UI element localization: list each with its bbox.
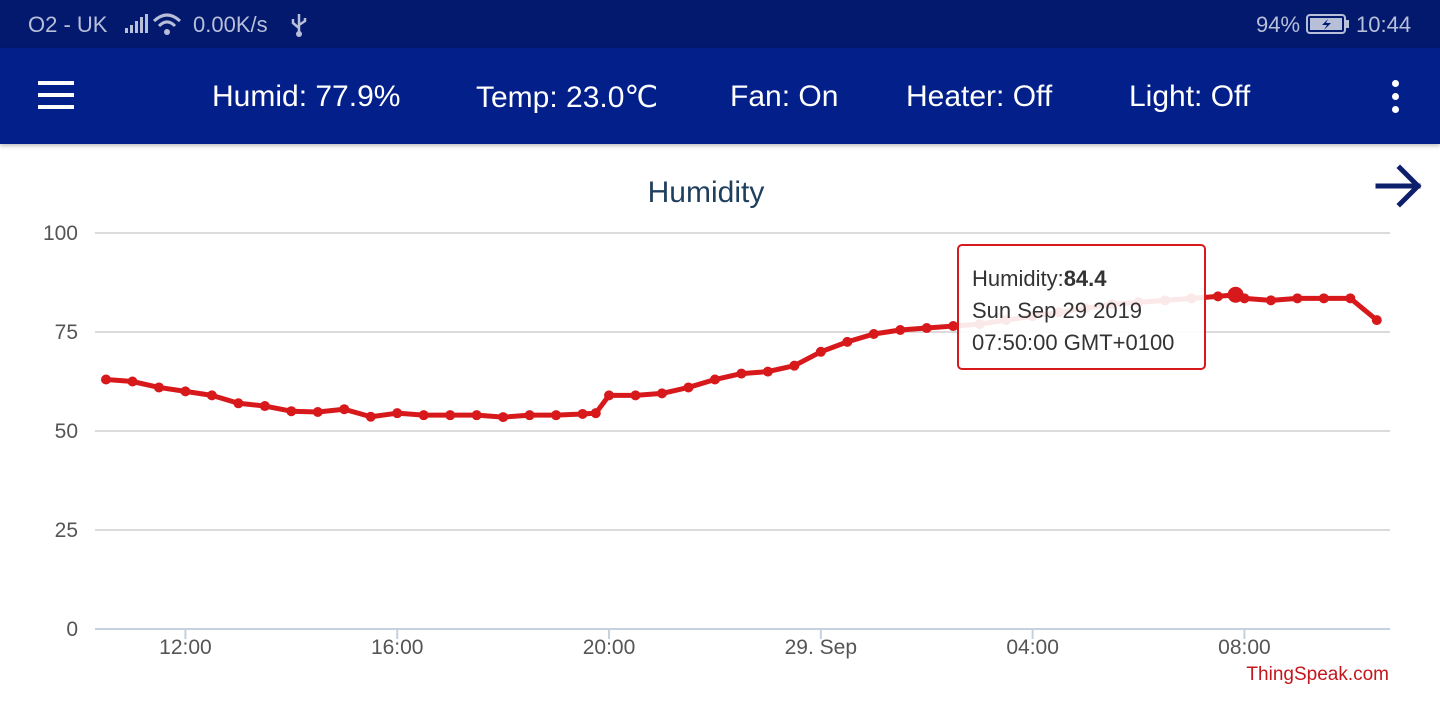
data-point bbox=[762, 366, 773, 377]
network-speed: 0.00K/s bbox=[193, 12, 268, 37]
data-point bbox=[1239, 293, 1250, 304]
y-tick-label: 75 bbox=[55, 321, 78, 344]
light-status: Light: Off bbox=[1129, 80, 1251, 113]
data-point bbox=[418, 410, 429, 421]
data-point bbox=[1265, 295, 1276, 306]
data-point bbox=[1371, 315, 1382, 326]
battery-percent: 94% bbox=[1256, 12, 1301, 37]
data-point bbox=[286, 406, 297, 417]
usb-icon bbox=[291, 14, 307, 37]
data-point bbox=[604, 390, 615, 401]
data-point bbox=[551, 410, 562, 421]
data-point bbox=[233, 398, 244, 409]
data-point bbox=[471, 410, 482, 421]
data-point bbox=[206, 390, 217, 401]
clock: 10:44 bbox=[1356, 12, 1412, 37]
temperature-status: Temp: 23.0℃ bbox=[476, 81, 659, 114]
tooltip-box bbox=[957, 244, 1206, 370]
data-point bbox=[524, 410, 535, 421]
data-point bbox=[948, 321, 959, 332]
data-point bbox=[153, 382, 164, 393]
data-point bbox=[101, 374, 111, 385]
humidity-status: Humid: 77.9% bbox=[212, 80, 401, 113]
tooltip-series: Humidity:84.4 bbox=[972, 266, 1107, 291]
data-point bbox=[392, 408, 403, 419]
data-point bbox=[180, 386, 191, 397]
x-tick-label: 12:00 bbox=[159, 636, 212, 659]
data-point bbox=[1318, 293, 1329, 304]
data-point bbox=[498, 412, 509, 423]
data-point bbox=[895, 325, 906, 336]
data-point bbox=[736, 368, 747, 379]
carrier-label: O2 - UK bbox=[28, 12, 108, 37]
x-tick-label: 29. Sep bbox=[785, 636, 857, 659]
signal-icon bbox=[125, 14, 148, 33]
credit-link[interactable]: ThingSpeak.com bbox=[1246, 664, 1389, 685]
humidity-chart: Humidity 0 25 50 75 100 12:00 16:00 20:00 29. S… bbox=[43, 176, 1390, 685]
data-point bbox=[709, 374, 720, 385]
data-point bbox=[259, 401, 270, 412]
heater-status: Heater: Off bbox=[906, 80, 1053, 113]
battery-icon bbox=[1306, 14, 1349, 34]
tooltip-date: Sun Sep 29 2019 bbox=[972, 298, 1142, 323]
data-point bbox=[312, 406, 323, 417]
fan-status: Fan: On bbox=[730, 80, 839, 113]
status-bar: O2 - UK 0.00K/s 94% 10:44 bbox=[0, 0, 1440, 48]
x-tick-label: 20:00 bbox=[583, 636, 636, 659]
arrow-right-icon[interactable] bbox=[1374, 160, 1426, 212]
data-point bbox=[842, 336, 853, 347]
data-point bbox=[445, 410, 456, 421]
data-point bbox=[683, 382, 694, 393]
data-point bbox=[1292, 293, 1303, 304]
data-point bbox=[921, 323, 932, 334]
y-tick-label: 50 bbox=[55, 420, 78, 443]
data-point bbox=[868, 328, 879, 339]
x-tick-label: 04:00 bbox=[1006, 636, 1059, 659]
data-point bbox=[127, 376, 138, 387]
data-point bbox=[365, 411, 376, 422]
x-axis: 12:00 16:00 20:00 29. Sep 04:00 08:00 bbox=[95, 628, 1390, 659]
data-point bbox=[590, 408, 601, 419]
data-point bbox=[789, 360, 800, 371]
tooltip: Humidity:84.4 Sun Sep 29 2019 07:50:00 GMT… bbox=[957, 244, 1206, 370]
y-tick-label: 0 bbox=[66, 618, 78, 641]
data-point bbox=[656, 388, 667, 399]
x-tick-label: 08:00 bbox=[1218, 636, 1271, 659]
wifi-icon bbox=[152, 13, 182, 35]
menu-icon[interactable] bbox=[36, 81, 76, 113]
data-point bbox=[1212, 291, 1223, 302]
y-tick-label: 100 bbox=[43, 222, 78, 245]
data-point bbox=[577, 408, 588, 419]
overflow-icon[interactable] bbox=[1380, 76, 1410, 116]
data-point bbox=[630, 390, 641, 401]
x-tick-label: 16:00 bbox=[371, 636, 424, 659]
data-point bbox=[815, 346, 826, 357]
y-tick-label: 25 bbox=[55, 519, 78, 542]
data-point bbox=[1345, 293, 1356, 304]
app-bar: Humid: 77.9% Temp: 23.0℃ Fan: On Heater:… bbox=[0, 48, 1440, 144]
y-grid: 0 25 50 75 100 bbox=[43, 222, 1390, 641]
tooltip-time: 07:50:00 GMT+0100 bbox=[972, 330, 1174, 355]
chart-title: Humidity bbox=[648, 176, 765, 209]
data-point bbox=[339, 404, 350, 415]
